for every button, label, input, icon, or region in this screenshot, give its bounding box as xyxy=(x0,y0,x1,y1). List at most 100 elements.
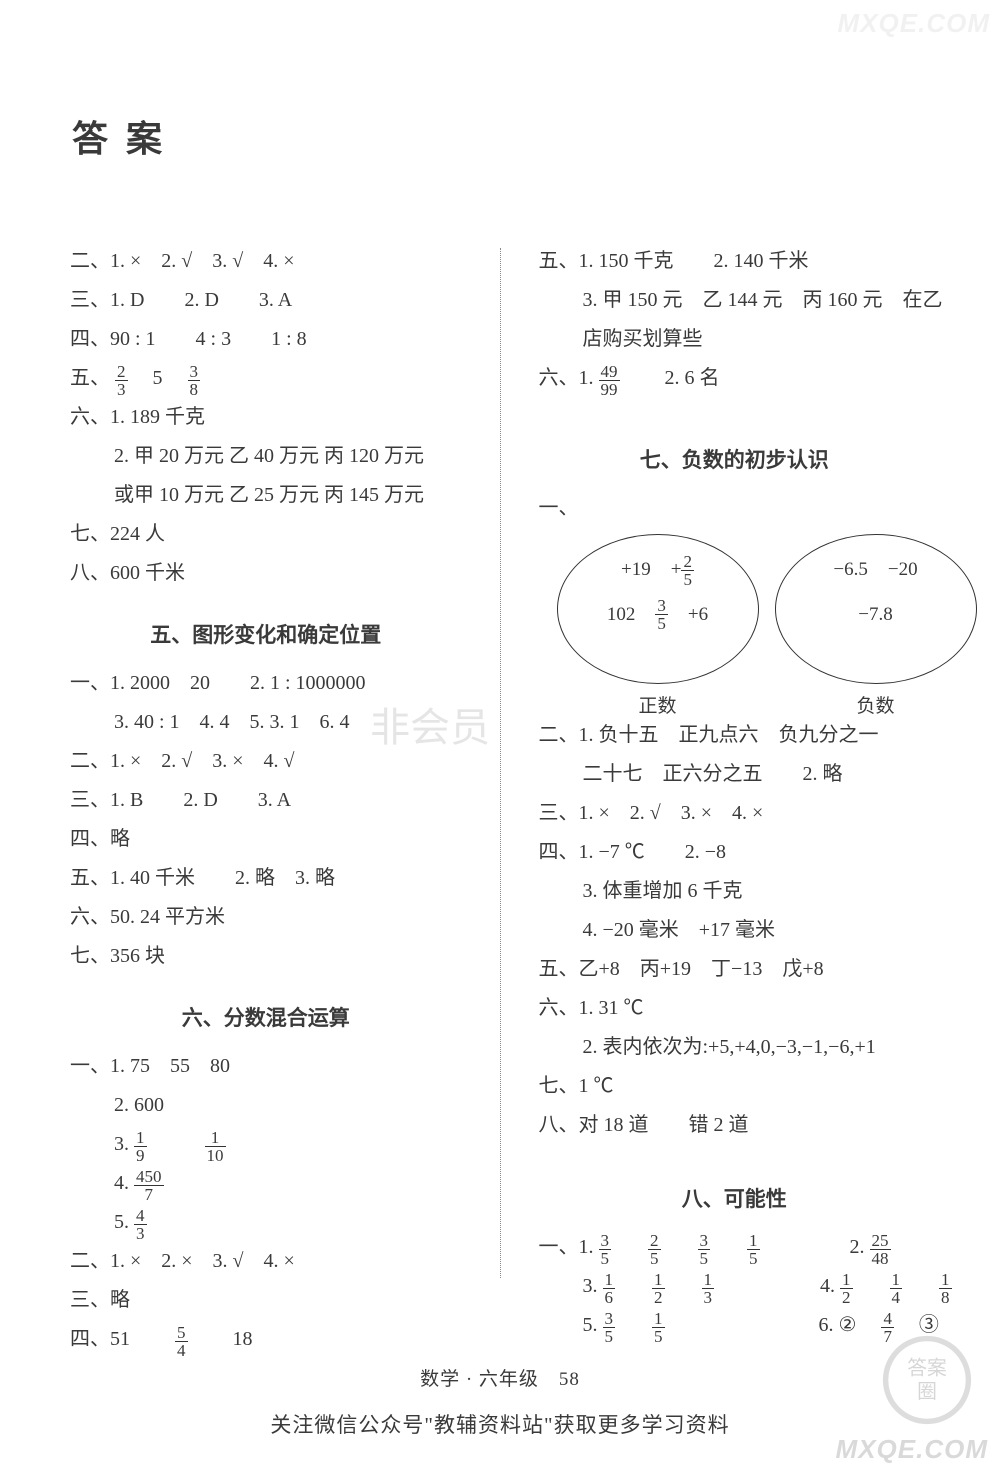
numerator: 1 xyxy=(205,1129,226,1146)
oval-row: −7.8 xyxy=(776,596,976,633)
fraction: 19 xyxy=(134,1129,147,1164)
text-line: 一、1. 35 25 35 15 2. 2548 xyxy=(539,1228,931,1267)
fraction: 25 xyxy=(648,1232,661,1267)
denominator: 7 xyxy=(134,1185,164,1203)
column-divider xyxy=(500,248,501,1278)
columns: 二、1. × 2. √ 3. √ 4. × 三、1. D 2. D 3. A 四… xyxy=(70,242,930,1359)
denominator: 2 xyxy=(652,1288,665,1306)
text-line: 七、224 人 xyxy=(70,515,462,554)
numerator: 4 xyxy=(134,1207,147,1224)
text-line: 四、略 xyxy=(70,820,462,859)
text-line: 五、1. 40 千米 2. 略 3. 略 xyxy=(70,859,462,898)
text-line: 五、乙+8 丙+19 丁−13 戊+8 xyxy=(539,950,931,989)
numerator: 1 xyxy=(747,1232,760,1249)
text-line: 六、1. 4999 2. 6 名 xyxy=(539,359,931,398)
page-footer: 数学 · 六年级 58 xyxy=(0,1364,1000,1391)
fraction: 13 xyxy=(702,1271,715,1306)
denominator: 48 xyxy=(870,1249,891,1267)
text-line: 三、1. × 2. √ 3. × 4. × xyxy=(539,794,931,833)
label: 2. xyxy=(850,1236,870,1258)
numerator: 1 xyxy=(840,1271,853,1288)
svg-text:圈: 圈 xyxy=(917,1381,937,1403)
numerator: 25 xyxy=(870,1232,891,1249)
label: 18 xyxy=(193,1328,253,1350)
denominator: 5 xyxy=(698,1249,711,1267)
fraction: 23 xyxy=(115,363,128,398)
oval-label-negative: 负数 xyxy=(775,688,977,725)
denominator: 2 xyxy=(840,1288,853,1306)
fraction: 43 xyxy=(134,1207,147,1242)
section-heading: 七、负数的初步认识 xyxy=(539,440,931,481)
text-line: 六、50. 24 平方米 xyxy=(70,898,462,937)
text-line: 二十七 正六分之五 2. 略 xyxy=(539,755,931,794)
fraction: 15 xyxy=(747,1232,760,1267)
fraction: 4999 xyxy=(599,363,620,398)
numerator: 2 xyxy=(648,1232,661,1249)
fraction: 16 xyxy=(603,1271,616,1306)
left-column: 二、1. × 2. √ 3. √ 4. × 三、1. D 2. D 3. A 四… xyxy=(70,242,462,1359)
denominator: 3 xyxy=(134,1224,147,1242)
denominator: 6 xyxy=(603,1288,616,1306)
value: −6.5 xyxy=(833,551,867,588)
oval-positive: +19 +25 102 35 +6 xyxy=(557,534,759,684)
label: 5. xyxy=(583,1314,603,1336)
text-line: 3. 体重增加 6 千克 xyxy=(539,872,931,911)
text-line: 三、1. D 2. D 3. A xyxy=(70,281,462,320)
section-heading: 六、分数混合运算 xyxy=(70,998,462,1039)
numerator: 3 xyxy=(655,597,668,614)
text-line: 一、1. 2000 20 2. 1 : 1000000 xyxy=(70,664,462,703)
value: −20 xyxy=(888,551,918,588)
text-line: 四、90 : 1 4 : 3 1 : 8 xyxy=(70,320,462,359)
page: 答案 二、1. × 2. √ 3. √ 4. × 三、1. D 2. D 3. … xyxy=(0,0,1000,1359)
label: 3. xyxy=(114,1133,134,1155)
section-heading: 八、可能性 xyxy=(539,1179,931,1220)
watermark-bottom-right: MXQE.COM xyxy=(836,1434,988,1465)
label: 5. xyxy=(114,1211,134,1233)
fraction: 35 xyxy=(655,597,668,632)
text-line: 八、600 千米 xyxy=(70,554,462,593)
denominator: 5 xyxy=(603,1327,616,1345)
oval-row: −6.5 −20 xyxy=(776,551,976,588)
numerator: 1 xyxy=(603,1271,616,1288)
label: ③ xyxy=(899,1314,939,1336)
text-line: 四、51 54 18 xyxy=(70,1320,462,1359)
text-line: 5. 43 xyxy=(70,1203,462,1242)
denominator: 5 xyxy=(652,1327,665,1345)
label: 4. xyxy=(114,1172,134,1194)
value: 102 xyxy=(607,596,636,633)
numerator: 450 xyxy=(134,1168,164,1185)
fraction: 35 xyxy=(603,1310,616,1345)
fraction: 12 xyxy=(652,1271,665,1306)
numerator: 5 xyxy=(175,1324,188,1341)
text-line: 七、1 ℃ xyxy=(539,1067,931,1106)
fraction: 2548 xyxy=(870,1232,891,1267)
denominator: 3 xyxy=(702,1288,715,1306)
numerator: 1 xyxy=(702,1271,715,1288)
venn-diagram: +19 +25 102 35 +6 −6.5 −20 −7.8 xyxy=(533,534,931,714)
label: 3. xyxy=(583,1275,603,1297)
value: +19 xyxy=(621,551,651,588)
denominator: 5 xyxy=(599,1249,612,1267)
text-line: 二、1. × 2. × 3. √ 4. × xyxy=(70,1242,462,1281)
numerator: 49 xyxy=(599,363,620,380)
numerator: 1 xyxy=(939,1271,952,1288)
denominator: 4 xyxy=(890,1288,903,1306)
text-line: 3. 甲 150 元 乙 144 元 丙 160 元 在乙 xyxy=(539,281,931,320)
denominator: 8 xyxy=(939,1288,952,1306)
text-line: 5. 35 15 6. ② 47 ③ xyxy=(539,1306,931,1345)
fraction: 15 xyxy=(652,1310,665,1345)
denominator: 5 xyxy=(648,1249,661,1267)
numerator: 3 xyxy=(603,1310,616,1327)
text-line: 三、略 xyxy=(70,1281,462,1320)
text-line: 3. 16 12 13 4. 12 14 18 xyxy=(539,1267,931,1306)
text-line: 4. −20 毫米 +17 毫米 xyxy=(539,911,931,950)
numerator: 1 xyxy=(652,1271,665,1288)
text-line: 4. 4507 xyxy=(70,1164,462,1203)
label: 5 xyxy=(133,367,183,389)
fraction: 35 xyxy=(698,1232,711,1267)
numerator: 1 xyxy=(890,1271,903,1288)
fraction: 12 xyxy=(840,1271,853,1306)
text-line: 3. 40 : 1 4. 4 5. 3. 1 6. 4 xyxy=(70,703,462,742)
sign: + xyxy=(671,559,682,580)
text-line: 六、1. 189 千克 xyxy=(70,398,462,437)
